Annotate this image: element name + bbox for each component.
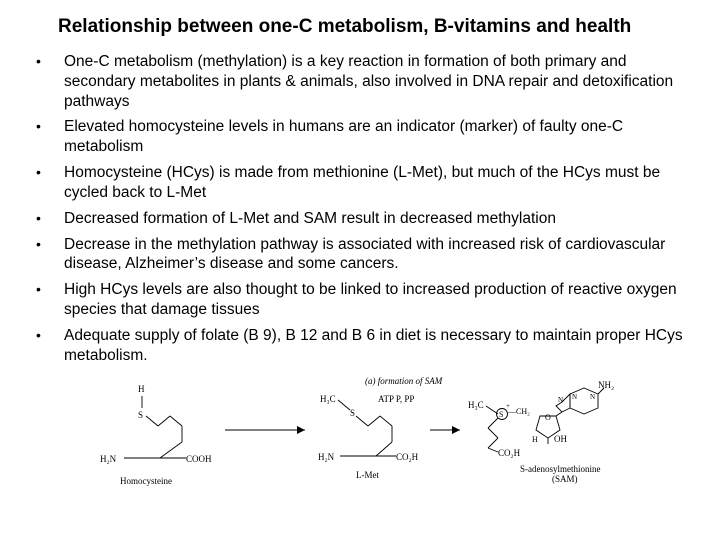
label-lmet: L-Met — [356, 470, 379, 480]
atom-ch3: H₃C — [320, 394, 336, 404]
list-item: • High HCys levels are also thought to b… — [36, 280, 684, 320]
bullet-dot: • — [36, 52, 64, 71]
atom-h: H — [532, 435, 538, 444]
reaction-svg: (a) formation of SAM H S H₂N COOH Homocy… — [100, 372, 620, 492]
atom-s: S — [350, 408, 355, 418]
bullet-text: High HCys levels are also thought to be … — [64, 280, 684, 320]
bullet-text: Decrease in the methylation pathway is a… — [64, 235, 684, 275]
molecule-homocysteine: H S H₂N COOH Homocysteine — [100, 384, 212, 486]
molecule-lmet: H₃C S H₂N CO₂H L-Met ATP P, PP — [318, 394, 419, 480]
bridge-ch2: —CH₂ — [507, 407, 530, 416]
list-item: • Decrease in the methylation pathway is… — [36, 235, 684, 275]
bullet-dot: • — [36, 209, 64, 228]
atom-n2: N — [590, 393, 595, 401]
bullet-text: Decreased formation of L-Met and SAM res… — [64, 209, 684, 229]
atom-h: H — [138, 384, 145, 394]
bullet-dot: • — [36, 163, 64, 182]
bullet-text: Homocysteine (HCys) is made from methion… — [64, 163, 684, 203]
reagent-atp: ATP P, PP — [378, 394, 414, 404]
atom-co2h: CO₂H — [396, 452, 419, 462]
atom-ch3: H₃C — [468, 400, 484, 410]
bullet-dot: • — [36, 280, 64, 299]
atom-n: N — [572, 393, 577, 401]
slide-title: Relationship between one-C metabolism, B… — [58, 16, 692, 38]
arrow-icon — [430, 426, 460, 434]
reaction-figure: (a) formation of SAM H S H₂N COOH Homocy… — [28, 372, 692, 492]
atom-n3: N — [558, 396, 563, 404]
list-item: • One-C metabolism (methylation) is a ke… — [36, 52, 684, 111]
arrow-icon — [225, 426, 305, 434]
bullet-text: Elevated homocysteine levels in humans a… — [64, 117, 684, 157]
molecule-sam: H₃C S + CO₂H —CH₂ O H OH — [468, 380, 614, 484]
atom-nh2: H₂N — [100, 454, 117, 464]
atom-nh2: NH₂ — [598, 380, 614, 390]
reaction-label: (a) formation of SAM — [365, 376, 443, 386]
bullet-dot: • — [36, 117, 64, 136]
bullet-dot: • — [36, 235, 64, 254]
atom-s: S — [138, 410, 143, 420]
bullet-dot: • — [36, 326, 64, 345]
label-sam-1: S-adenosylmethionine — [520, 464, 601, 474]
list-item: • Adequate supply of folate (B 9), B 12 … — [36, 326, 684, 366]
atom-cooh: COOH — [186, 454, 212, 464]
atom-co2h: CO₂H — [498, 448, 521, 458]
label-homocysteine: Homocysteine — [120, 476, 172, 486]
atom-nh2: H₂N — [318, 452, 335, 462]
bullet-text: One-C metabolism (methylation) is a key … — [64, 52, 684, 111]
slide: Relationship between one-C metabolism, B… — [0, 0, 720, 540]
list-item: • Decreased formation of L-Met and SAM r… — [36, 209, 684, 229]
list-item: • Elevated homocysteine levels in humans… — [36, 117, 684, 157]
bullet-text: Adequate supply of folate (B 9), B 12 an… — [64, 326, 684, 366]
list-item: • Homocysteine (HCys) is made from methi… — [36, 163, 684, 203]
label-sam-2: (SAM) — [552, 474, 578, 484]
atom-s: S — [499, 410, 503, 419]
bullet-list: • One-C metabolism (methylation) is a ke… — [28, 52, 692, 366]
atom-oh: OH — [554, 434, 567, 444]
ring-o: O — [545, 413, 551, 422]
